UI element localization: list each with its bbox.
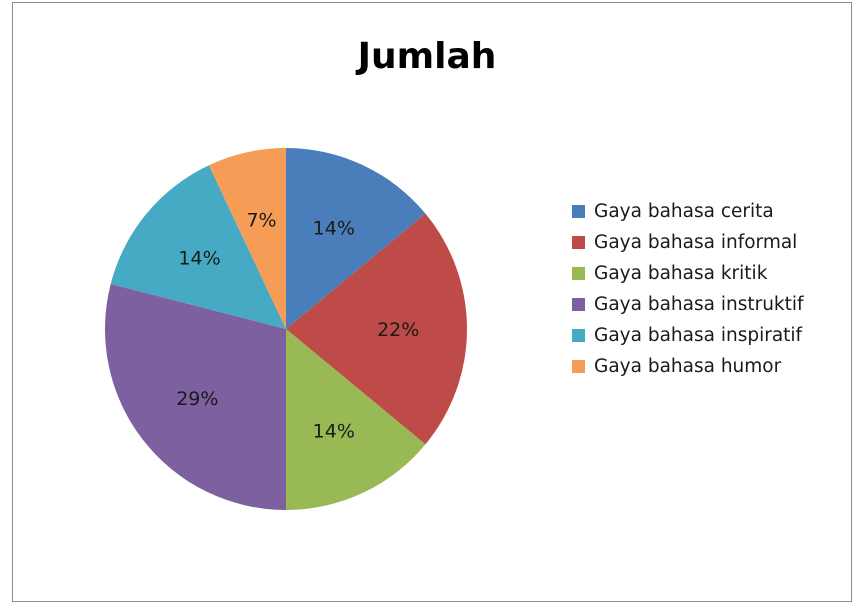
legend-item: Gaya bahasa cerita bbox=[572, 196, 804, 227]
data-label-2: 22% bbox=[377, 319, 419, 341]
legend-label: Gaya bahasa instruktif bbox=[594, 294, 804, 315]
legend-item: Gaya bahasa inspiratif bbox=[572, 320, 804, 351]
legend-label: Gaya bahasa inspiratif bbox=[594, 325, 803, 346]
legend-label: Gaya bahasa humor bbox=[594, 356, 782, 377]
pie-chart: 14% 22% 14% 29% 14% 7% bbox=[104, 148, 467, 510]
chart-title: Jumlah bbox=[357, 36, 497, 77]
legend-swatch bbox=[572, 267, 585, 280]
legend-swatch bbox=[572, 236, 585, 249]
data-label-5: 14% bbox=[178, 247, 220, 269]
pie-slice-3 bbox=[286, 329, 426, 510]
pie-slice-5 bbox=[110, 165, 286, 329]
data-label-6: 7% bbox=[246, 209, 276, 231]
pie-slice-2 bbox=[286, 213, 467, 445]
data-label-4: 29% bbox=[176, 388, 218, 410]
legend: Gaya bahasa cerita Gaya bahasa informal Ga… bbox=[572, 196, 804, 382]
legend-swatch bbox=[572, 360, 585, 373]
legend-label: Gaya bahasa informal bbox=[594, 232, 798, 253]
legend-label: Gaya bahasa kritik bbox=[594, 263, 768, 284]
legend-label: Gaya bahasa cerita bbox=[594, 201, 774, 222]
legend-item: Gaya bahasa kritik bbox=[572, 258, 804, 289]
legend-swatch bbox=[572, 329, 585, 342]
data-label-3: 14% bbox=[313, 421, 355, 443]
legend-swatch bbox=[572, 205, 585, 218]
pie-slice-4 bbox=[104, 283, 286, 510]
legend-item: Gaya bahasa informal bbox=[572, 227, 804, 258]
legend-item: Gaya bahasa instruktif bbox=[572, 289, 804, 320]
legend-swatch bbox=[572, 298, 585, 311]
pie-slice-6 bbox=[208, 148, 286, 329]
data-label-1: 14% bbox=[313, 217, 355, 239]
legend-item: Gaya bahasa humor bbox=[572, 351, 804, 382]
pie-slice-1 bbox=[286, 148, 426, 329]
